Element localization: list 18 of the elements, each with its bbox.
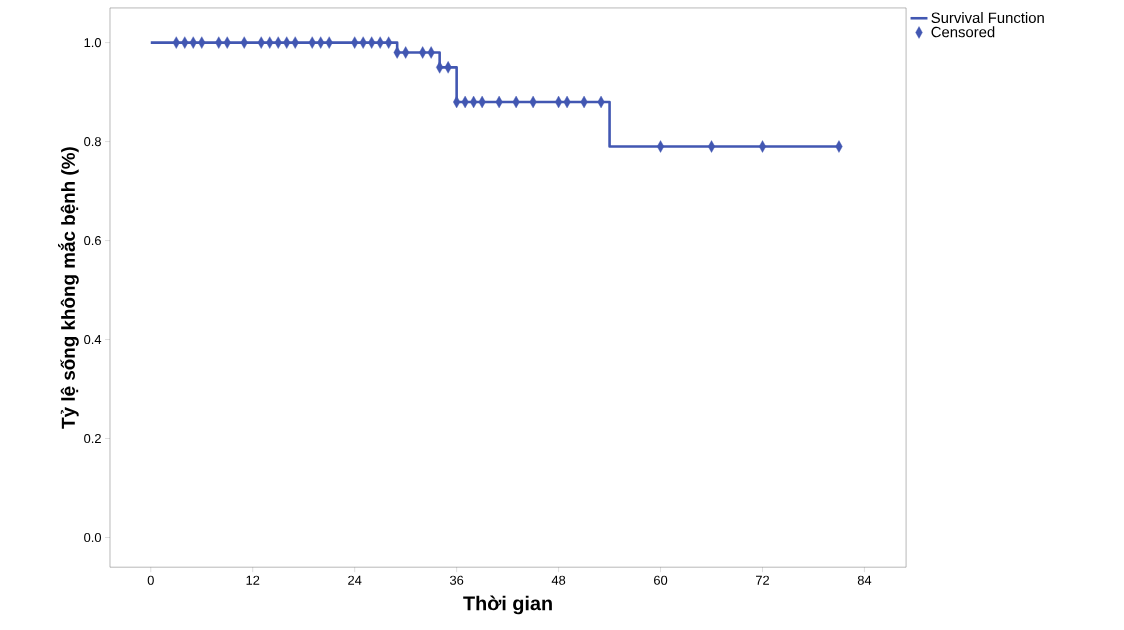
x-axis-title: Thời gian xyxy=(463,595,552,615)
x-tick-label: 84 xyxy=(857,575,872,585)
x-tick-label: 12 xyxy=(246,575,260,585)
x-tick-label: 36 xyxy=(449,575,464,585)
y-tick-label: 0.6 xyxy=(84,236,101,246)
x-tick-label: 60 xyxy=(654,575,668,585)
y-tick-label: 1.0 xyxy=(84,38,102,48)
legend-label: Survival Function xyxy=(931,12,1044,24)
y-tick-label: 0.4 xyxy=(84,335,102,345)
y-tick-label: 0.8 xyxy=(84,137,101,147)
x-tick-label: 24 xyxy=(348,575,362,585)
y-axis-title: Tỷ lệ sống không mắc bệnh (%) xyxy=(58,147,79,429)
y-tick-label: 0.2 xyxy=(84,434,101,444)
legend-label: Censored xyxy=(931,26,995,38)
y-tick-label: 0.0 xyxy=(84,532,102,543)
x-tick-label: 0 xyxy=(147,575,154,585)
x-tick-label: 48 xyxy=(551,575,566,585)
x-tick-label: 72 xyxy=(756,575,770,585)
